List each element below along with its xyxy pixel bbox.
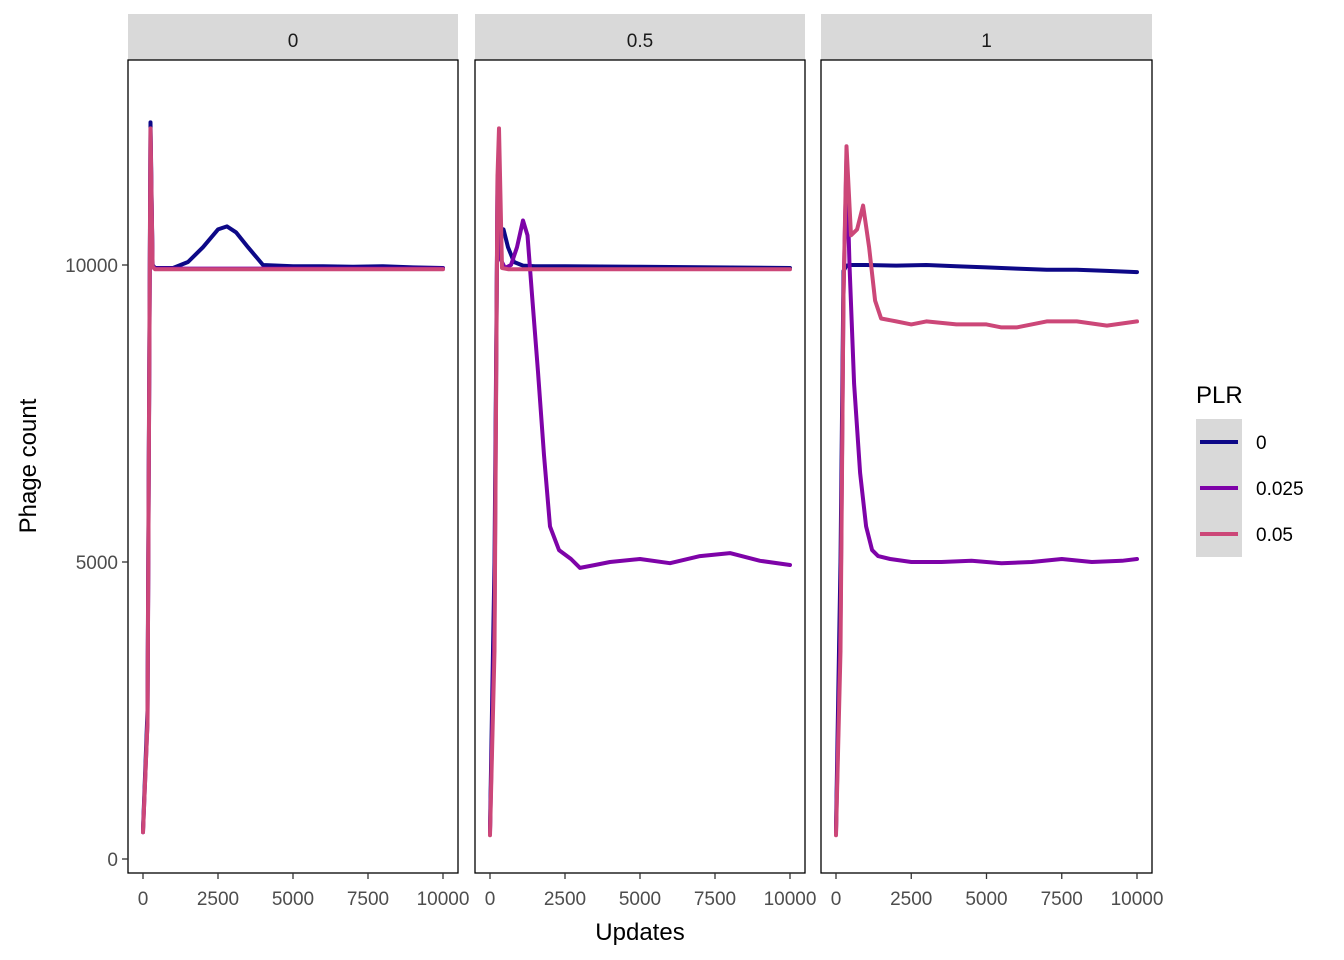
x-tick-label: 7500: [694, 889, 736, 910]
x-tick-label: 5000: [272, 889, 314, 910]
series-line-0.05: [488, 126, 792, 838]
legend-title: PLR: [1196, 382, 1243, 409]
legend: PLR 0 0.025 0.05: [1196, 382, 1304, 557]
x-tick-label: 0: [831, 889, 842, 910]
strip-label: 0: [288, 31, 299, 52]
legend-label-0: 0: [1256, 433, 1267, 454]
y-tick-label: 5000: [76, 553, 118, 574]
x-tick-label: 2500: [890, 889, 932, 910]
strip-label: 0.5: [627, 31, 653, 52]
x-tick-label: 10000: [417, 889, 470, 910]
x-tick-label: 5000: [619, 889, 661, 910]
y-tick-label: 0: [107, 850, 118, 871]
y-axis-title: Phage count: [15, 398, 42, 533]
strip-label: 1: [981, 31, 992, 52]
series-line-0.05: [834, 144, 1139, 838]
y-tick-label: 10000: [65, 256, 118, 277]
x-tick-label: 2500: [197, 889, 239, 910]
strip-background: [821, 14, 1152, 60]
x-tick-label: 0: [485, 889, 496, 910]
panel-0.5: 0.5 0 2500 5000 7500 10000: [474, 14, 817, 910]
x-tick-label: 7500: [1041, 889, 1083, 910]
x-tick-label: 10000: [1111, 889, 1164, 910]
strip-background: [128, 14, 458, 60]
panel-1: 1 0 2500 5000 7500 10000: [820, 14, 1164, 910]
x-axis-title: Updates: [595, 919, 684, 946]
legend-label-0.025: 0.025: [1256, 479, 1304, 500]
x-tick-label: 10000: [764, 889, 817, 910]
legend-label-0.05: 0.05: [1256, 525, 1293, 546]
series-line-0.05: [141, 126, 445, 835]
strip-background: [475, 14, 805, 60]
panel-border: [474, 59, 806, 874]
legend-items: 0 0.025 0.05: [1200, 433, 1304, 546]
panel-border: [127, 59, 459, 874]
x-tick-label: 2500: [544, 889, 586, 910]
x-tick-label: 0: [138, 889, 149, 910]
panel-border: [820, 59, 1153, 874]
x-tick-label: 7500: [347, 889, 389, 910]
x-tick-label: 5000: [965, 889, 1007, 910]
